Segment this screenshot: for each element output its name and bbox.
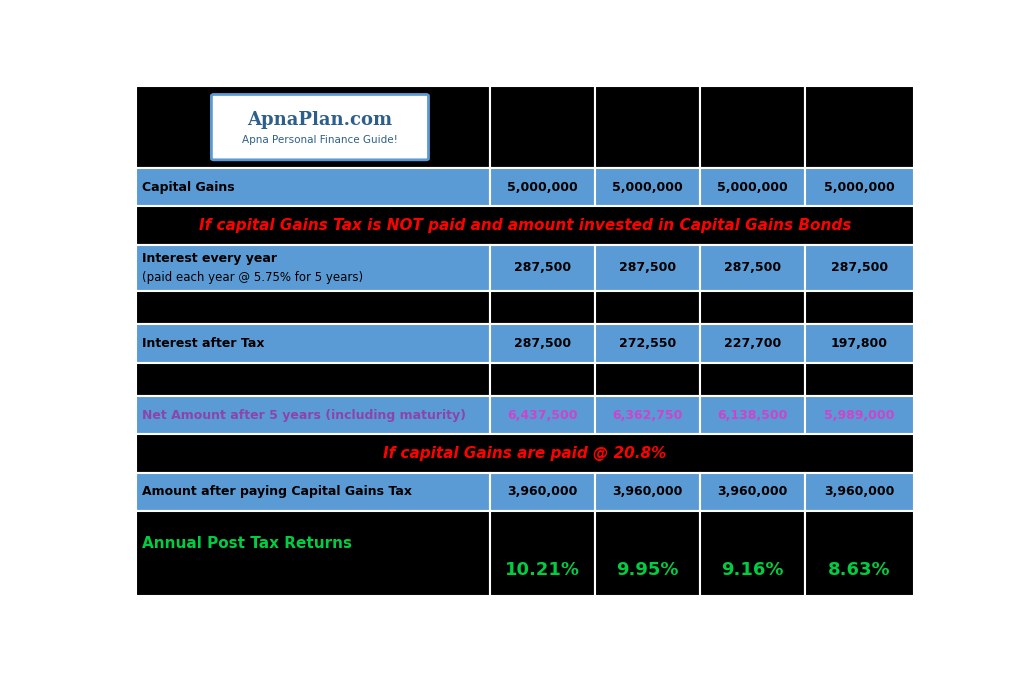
Text: 272,550: 272,550 (618, 337, 676, 350)
Bar (805, 291, 913, 324)
Bar (136, 207, 913, 245)
Bar (699, 396, 805, 434)
Text: 197,800: 197,800 (830, 337, 888, 350)
Bar (489, 245, 595, 291)
Bar (136, 434, 913, 472)
Bar (595, 245, 699, 291)
Bar (805, 472, 913, 511)
Bar (489, 291, 595, 324)
Text: 287,500: 287,500 (514, 261, 570, 275)
Bar (136, 511, 489, 595)
Text: Amount after paying Capital Gains Tax: Amount after paying Capital Gains Tax (142, 485, 413, 498)
Text: 5,000,000: 5,000,000 (824, 181, 895, 194)
Bar (136, 472, 489, 511)
Bar (489, 362, 595, 396)
Text: If capital Gains are paid @ 20.8%: If capital Gains are paid @ 20.8% (383, 446, 667, 461)
Bar (699, 86, 805, 168)
Text: Annual Post Tax Returns: Annual Post Tax Returns (142, 536, 352, 551)
Text: Capital Gains: Capital Gains (142, 181, 234, 194)
Text: 287,500: 287,500 (514, 337, 570, 350)
FancyBboxPatch shape (211, 95, 428, 160)
Bar (489, 86, 595, 168)
Text: 287,500: 287,500 (724, 261, 781, 275)
Text: 3,960,000: 3,960,000 (717, 485, 787, 498)
Text: 5,989,000: 5,989,000 (824, 408, 894, 422)
Bar (595, 396, 699, 434)
Text: 6,138,500: 6,138,500 (717, 408, 787, 422)
Bar (489, 396, 595, 434)
Bar (136, 362, 489, 396)
Bar (805, 324, 913, 362)
Text: 9.95%: 9.95% (616, 561, 679, 579)
Bar (595, 511, 699, 595)
Bar (136, 86, 489, 168)
Bar (699, 291, 805, 324)
Bar (699, 168, 805, 207)
Bar (699, 324, 805, 362)
Bar (595, 86, 699, 168)
Bar (699, 245, 805, 291)
Bar (699, 511, 805, 595)
Text: 227,700: 227,700 (724, 337, 781, 350)
Text: Interest after Tax: Interest after Tax (142, 337, 265, 350)
Bar (805, 511, 913, 595)
Bar (805, 396, 913, 434)
Bar (805, 245, 913, 291)
Bar (805, 362, 913, 396)
Bar (136, 396, 489, 434)
Bar (805, 168, 913, 207)
Text: Apna Personal Finance Guide!: Apna Personal Finance Guide! (242, 134, 398, 144)
Bar (136, 324, 489, 362)
Bar (489, 511, 595, 595)
Text: 5,000,000: 5,000,000 (612, 181, 683, 194)
Bar (595, 291, 699, 324)
Bar (136, 245, 489, 291)
Bar (489, 472, 595, 511)
Bar (595, 168, 699, 207)
Text: 6,362,750: 6,362,750 (612, 408, 682, 422)
Bar (595, 324, 699, 362)
Text: ApnaPlan.com: ApnaPlan.com (248, 111, 392, 129)
Bar (595, 472, 699, 511)
Bar (489, 168, 595, 207)
Bar (699, 362, 805, 396)
Text: Interest every year: Interest every year (142, 252, 278, 265)
Text: Net Amount after 5 years (including maturity): Net Amount after 5 years (including matu… (142, 408, 466, 422)
Text: 287,500: 287,500 (618, 261, 676, 275)
Bar (595, 362, 699, 396)
Text: If capital Gains Tax is NOT paid and amount invested in Capital Gains Bonds: If capital Gains Tax is NOT paid and amo… (199, 218, 851, 233)
Text: 10.21%: 10.21% (505, 561, 580, 579)
Text: 6,437,500: 6,437,500 (507, 408, 578, 422)
Bar (136, 168, 489, 207)
Bar (136, 291, 489, 324)
Text: 287,500: 287,500 (830, 261, 888, 275)
Bar (489, 324, 595, 362)
Text: 5,000,000: 5,000,000 (717, 181, 787, 194)
Text: 3,960,000: 3,960,000 (612, 485, 682, 498)
Bar (699, 472, 805, 511)
Text: 3,960,000: 3,960,000 (507, 485, 578, 498)
Text: 9.16%: 9.16% (721, 561, 783, 579)
Text: 3,960,000: 3,960,000 (824, 485, 894, 498)
Text: 5,000,000: 5,000,000 (507, 181, 578, 194)
Bar (805, 86, 913, 168)
Text: (paid each year @ 5.75% for 5 years): (paid each year @ 5.75% for 5 years) (142, 271, 364, 284)
Text: 8.63%: 8.63% (828, 561, 891, 579)
